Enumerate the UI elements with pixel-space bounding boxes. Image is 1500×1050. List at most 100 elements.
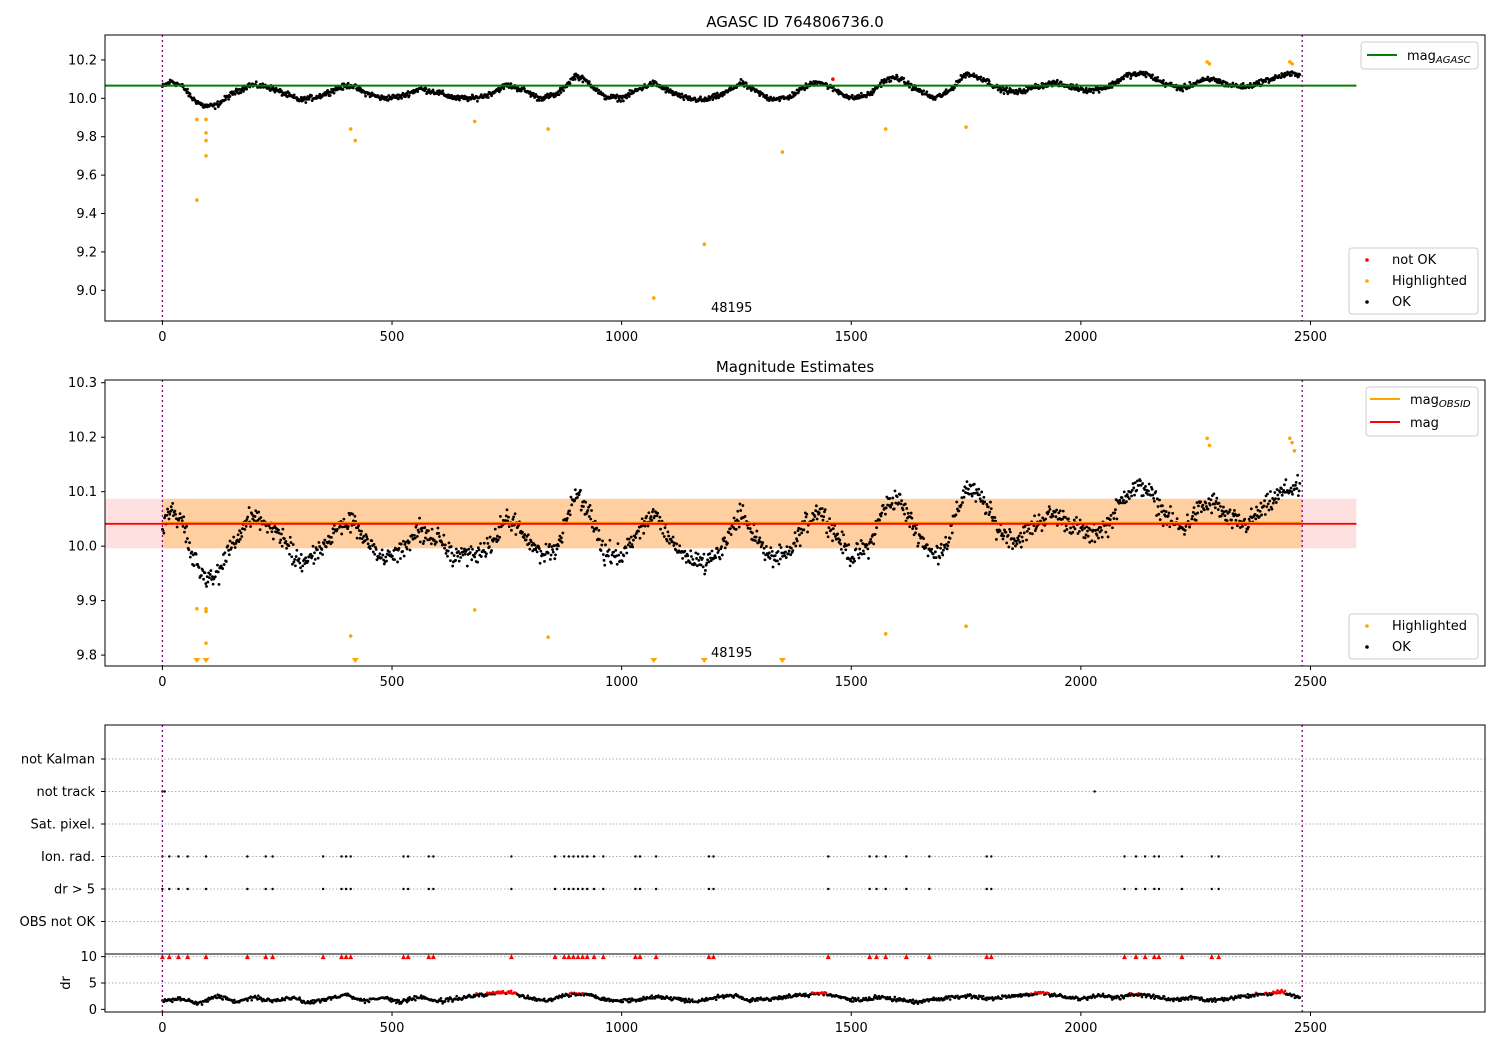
ok-point — [1122, 498, 1125, 502]
panel2-title: Magnitude Estimates — [716, 358, 874, 376]
dr-point — [439, 996, 443, 1000]
ok-point — [288, 535, 292, 539]
ok-point — [234, 541, 238, 545]
ok-point — [271, 537, 275, 541]
ok-point — [909, 511, 913, 515]
ok-point — [957, 509, 961, 513]
panel2-legend-mag: magOBSID mag — [1365, 386, 1479, 437]
flag-point — [432, 887, 435, 891]
ok-point — [254, 509, 258, 513]
ok-point — [171, 501, 175, 505]
ok-point — [738, 502, 742, 506]
ok-point — [490, 549, 493, 552]
flag-point — [985, 887, 988, 891]
ok-point — [1118, 498, 1122, 502]
dr-point — [911, 998, 915, 1001]
ok-point — [331, 527, 335, 531]
ok-point — [570, 503, 574, 507]
ok-point — [1033, 514, 1036, 518]
ok-point — [1243, 517, 1247, 521]
ok-point — [549, 553, 553, 557]
ok-point — [948, 536, 952, 540]
dr-clipped-marker — [653, 954, 659, 960]
ok-point — [1011, 547, 1014, 551]
flag-point — [1093, 790, 1096, 793]
x-tick-label: 2000 — [1064, 330, 1097, 345]
flag-point — [271, 855, 274, 858]
ok-point — [208, 576, 211, 580]
y-tick-label: 10.0 — [68, 92, 97, 107]
ok-point — [569, 495, 573, 499]
ok-point — [804, 82, 808, 86]
ok-point — [1210, 511, 1214, 515]
ok-point — [165, 513, 169, 517]
flag-point — [1217, 855, 1220, 858]
ok-point — [717, 549, 721, 552]
ok-point — [1078, 518, 1082, 522]
dr-point — [822, 993, 826, 997]
ok-point — [172, 514, 175, 518]
ok-point — [884, 512, 887, 516]
ok-point — [1064, 516, 1067, 519]
ok-point — [304, 101, 308, 104]
flag-point — [868, 887, 871, 891]
flag-point — [553, 855, 557, 858]
ok-point — [619, 99, 623, 103]
dr-point — [653, 997, 657, 1000]
dr-point — [1186, 998, 1190, 1001]
ok-point — [328, 94, 332, 97]
ok-point — [199, 574, 203, 577]
ok-point — [805, 86, 809, 90]
not-ok-point — [831, 77, 835, 81]
ok-point — [713, 92, 717, 96]
ok-point — [429, 536, 432, 540]
panel2-legend-status: Highlighted OK — [1348, 613, 1479, 660]
ok-point — [208, 573, 212, 576]
ok-point — [546, 551, 550, 555]
dr-point — [628, 997, 631, 1001]
ok-point — [620, 560, 624, 563]
ok-point — [300, 569, 304, 573]
flag-point — [340, 855, 343, 858]
ok-point — [703, 572, 707, 576]
ok-point — [1219, 514, 1223, 518]
ok-point — [878, 518, 881, 522]
ok-point — [510, 528, 513, 532]
ok-point — [620, 96, 624, 100]
flag-point — [928, 855, 931, 858]
ok-point — [1217, 501, 1221, 505]
dr-point — [619, 998, 623, 1002]
ok-point — [173, 509, 177, 513]
ok-point — [942, 543, 946, 547]
ok-point — [702, 552, 706, 556]
y-tick-label: 10.3 — [68, 376, 97, 391]
ok-point — [228, 539, 232, 543]
ok-point — [485, 552, 488, 556]
ok-point — [988, 510, 992, 514]
dr-clipped-marker — [825, 954, 831, 960]
flag-point — [581, 887, 584, 891]
ok-point — [601, 539, 604, 543]
ok-point — [844, 548, 848, 552]
flag-point — [585, 887, 589, 891]
ok-point — [297, 557, 301, 561]
ok-point — [1127, 497, 1131, 501]
ok-point — [1133, 71, 1137, 74]
flag-point — [1153, 855, 1156, 858]
flag-point — [406, 855, 410, 858]
ok-point — [288, 552, 291, 556]
flag-point — [432, 855, 435, 858]
ok-point — [1019, 545, 1023, 549]
ok-point — [227, 97, 231, 101]
ok-point — [913, 524, 917, 528]
ok-point — [224, 98, 227, 102]
dr-point — [721, 994, 725, 997]
ok-point — [467, 547, 471, 551]
ok-point — [244, 524, 248, 528]
ok-point — [180, 519, 184, 523]
ok-point — [1163, 514, 1167, 518]
flag-row-label: Ion. rad. — [41, 850, 95, 865]
flag-point — [186, 855, 189, 858]
ok-point — [402, 554, 406, 558]
ok-point — [903, 502, 907, 506]
